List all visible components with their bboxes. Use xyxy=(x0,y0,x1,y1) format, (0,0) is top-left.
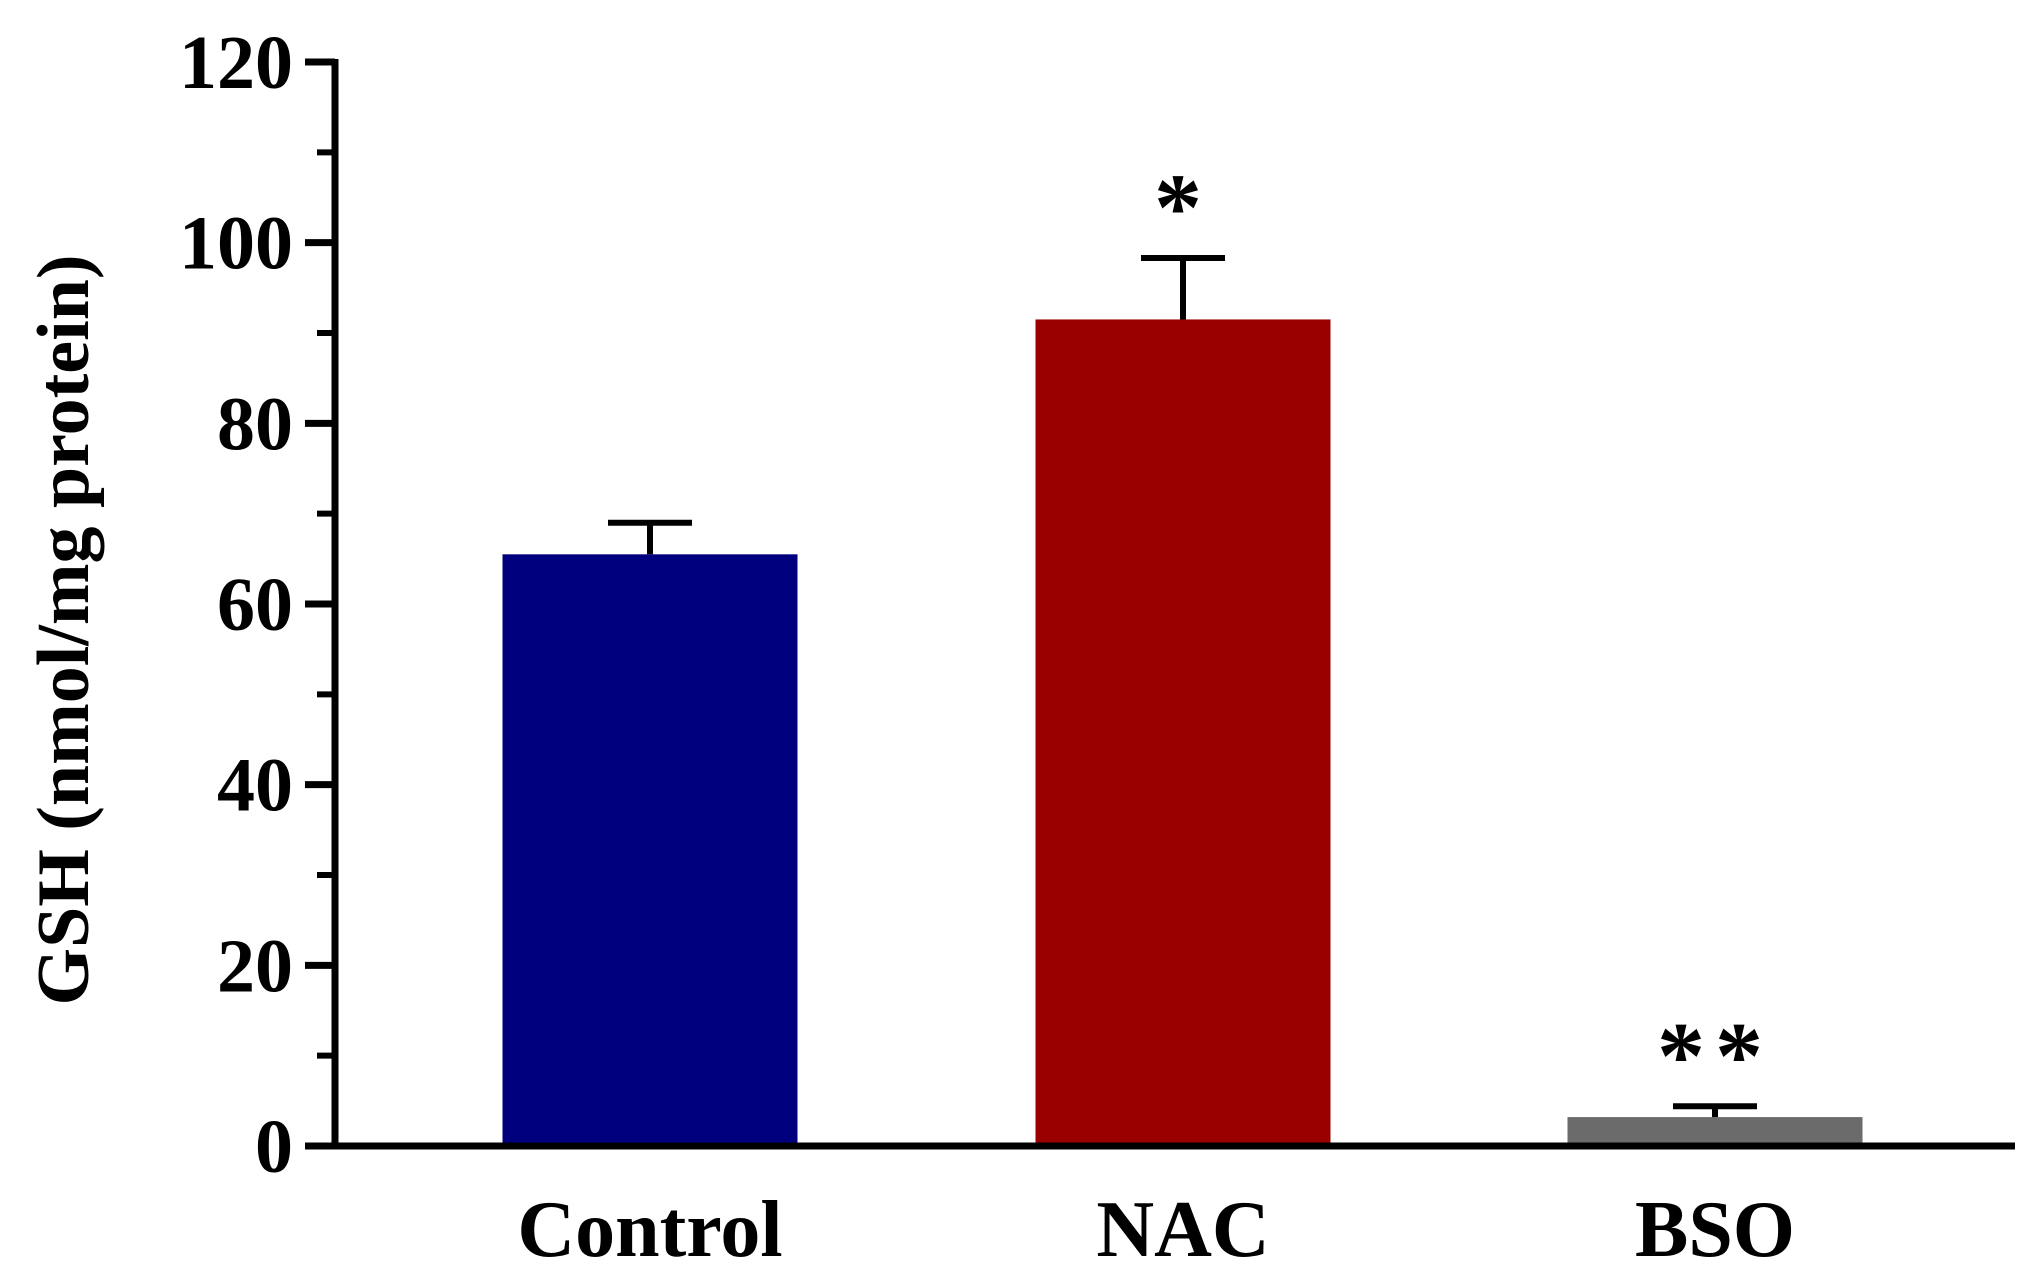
y-tick-label: 80 xyxy=(217,382,293,466)
y-tick-label: 40 xyxy=(217,744,293,828)
y-tick-label: 120 xyxy=(179,21,293,105)
y-tick-label: 100 xyxy=(179,202,293,286)
y-tick-label: 60 xyxy=(217,563,293,647)
x-tick-label-control: Control xyxy=(517,1186,782,1274)
y-tick-label: 0 xyxy=(255,1105,293,1189)
bar-control xyxy=(502,554,798,1146)
x-tick-label-nac: NAC xyxy=(1096,1186,1269,1274)
bar-nac xyxy=(1035,319,1331,1146)
x-tick-label-bso: BSO xyxy=(1635,1186,1795,1274)
significance-bso: ** xyxy=(1657,1002,1773,1109)
y-axis-title: GSH (nmol/mg protein) xyxy=(23,255,105,1006)
bar-bso xyxy=(1567,1117,1863,1146)
significance-nac: * xyxy=(1154,154,1212,261)
y-tick-label: 20 xyxy=(217,924,293,1008)
